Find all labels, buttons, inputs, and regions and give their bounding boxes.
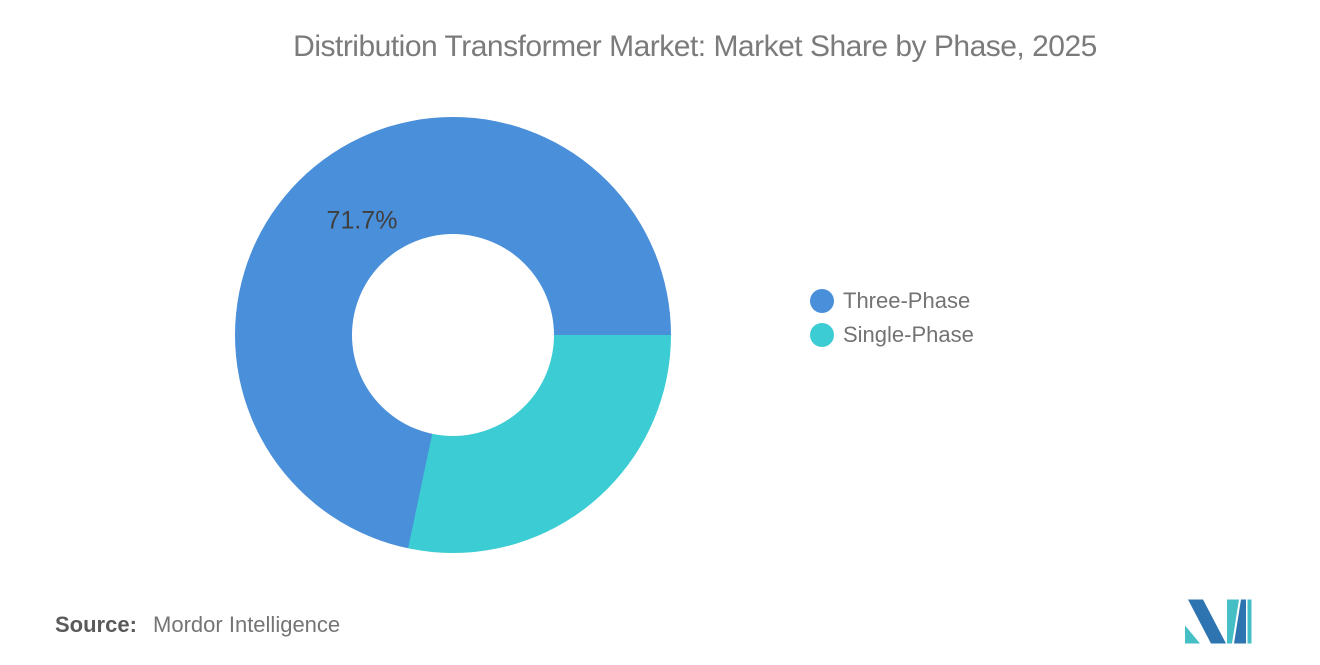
- legend-item-three-phase[interactable]: Three-Phase: [810, 284, 974, 318]
- source-row: Source: Mordor Intelligence: [55, 612, 340, 638]
- legend-marker-circle-icon: [810, 289, 834, 313]
- logo-teal-right-strip: [1247, 599, 1252, 644]
- source-value: Mordor Intelligence: [153, 612, 341, 637]
- legend-marker-circle-icon: [810, 323, 834, 347]
- logo-blue-diagonal: [1234, 599, 1246, 644]
- legend-item-single-phase[interactable]: Single-Phase: [810, 318, 974, 352]
- legend-label: Single-Phase: [843, 322, 974, 347]
- chart-title: Distribution Transformer Market: Market …: [293, 30, 1097, 63]
- mordor-intelligence-logo: [1185, 599, 1252, 644]
- legend: Three-Phase Single-Phase: [810, 284, 974, 352]
- source-label: Source:: [55, 612, 137, 637]
- logo-teal-triangle: [1185, 625, 1200, 644]
- legend-label: Three-Phase: [843, 288, 971, 313]
- logo-teal-left-panel: [1227, 599, 1239, 644]
- slice-data-label: 71.7%: [326, 206, 398, 235]
- donut-hole: [352, 234, 554, 436]
- logo-blue-slash: [1188, 599, 1226, 644]
